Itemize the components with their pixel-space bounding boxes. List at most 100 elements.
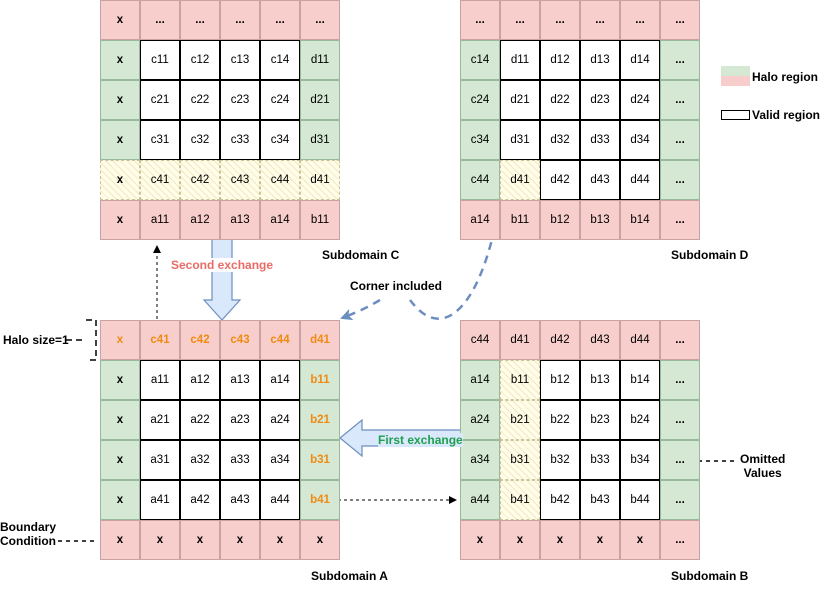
subdomain-d-cell-r0-c0: ... [460, 0, 500, 40]
subdomain-c-cell-r2-c1: c21 [140, 80, 180, 120]
subdomain-c-cell-r2-c4: c24 [260, 80, 300, 120]
subdomain-d-cell-r1-c1: d11 [500, 40, 540, 80]
boundary-condition-label: Boundary Condition [0, 520, 57, 548]
subdomain-c-title: Subdomain C [322, 248, 400, 262]
subdomain-d-cell-r5-c4: b14 [620, 200, 660, 240]
legend-halo-swatch-red [721, 76, 750, 86]
subdomain-c-cell-r5-c4: a14 [260, 200, 300, 240]
legend-halo-swatch-green [721, 66, 750, 76]
subdomain-b-cell-r5-c2: x [540, 520, 580, 560]
subdomain-b-cell-r3-c1: b31 [500, 440, 540, 480]
subdomain-b-cell-r3-c0: a34 [460, 440, 500, 480]
subdomain-c-cell-r5-c1: a11 [140, 200, 180, 240]
corner-included-arrow [409, 200, 502, 320]
subdomain-b-cell-r1-c4: b14 [620, 360, 660, 400]
subdomain-d-cell-r0-c5: ... [660, 0, 700, 40]
subdomain-d-cell-r3-c3: d33 [580, 120, 620, 160]
subdomain-b-grid: c44 d41 d42 d43 d44... a14 b11 b12 b13 b14... a24 b… [460, 320, 700, 560]
subdomain-d-cell-r1-c0: c14 [460, 40, 500, 80]
subdomain-d-cell-r4-c0: c44 [460, 160, 500, 200]
subdomain-d-title: Subdomain D [671, 248, 749, 262]
subdomain-b-cell-r1-c0: a14 [460, 360, 500, 400]
subdomain-d-cell-r2-c0: c24 [460, 80, 500, 120]
subdomain-c-cell-r0-c5: ... [300, 0, 340, 40]
subdomain-d-cell-r3-c5: ... [660, 120, 700, 160]
subdomain-a-cell-r1-c4: a14 [260, 360, 300, 400]
subdomain-d-cell-r4-c1: d41 [500, 160, 540, 200]
omitted-values-label: Omitted Values [740, 452, 786, 480]
subdomain-c-cell-r4-c5: d41 [300, 160, 340, 200]
subdomain-d-cell-r5-c1: b11 [500, 200, 540, 240]
subdomain-b-cell-r4-c5: ... [660, 480, 700, 520]
subdomain-d-cell-r1-c5: ... [660, 40, 700, 80]
subdomain-c-cell-r5-c2: a12 [180, 200, 220, 240]
subdomain-d-cell-r1-c2: d12 [540, 40, 580, 80]
subdomain-c-cell-r0-c4: ... [260, 0, 300, 40]
subdomain-d-cell-r1-c4: d14 [620, 40, 660, 80]
subdomain-c-cell-r0-c2: ... [180, 0, 220, 40]
subdomain-a-cell-r1-c0: x [100, 360, 140, 400]
subdomain-a-title: Subdomain A [311, 569, 388, 583]
subdomain-a-cell-r5-c0: x [100, 520, 140, 560]
subdomain-c-cell-r0-c1: ... [140, 0, 180, 40]
subdomain-d-cell-r0-c2: ... [540, 0, 580, 40]
subdomain-d-cell-r4-c4: d44 [620, 160, 660, 200]
subdomain-a-cell-r3-c1: a31 [140, 440, 180, 480]
subdomain-a-cell-r4-c4: a44 [260, 480, 300, 520]
subdomain-a-cell-r4-c5: b41 [300, 480, 340, 520]
subdomain-b-cell-r0-c5: ... [660, 320, 700, 360]
corner-included-arrow-tail [340, 298, 381, 321]
subdomain-c-cell-r1-c4: c14 [260, 40, 300, 80]
subdomain-c-grid: x............... x c11 c12 c13 c14 d11 x c21 c22 c… [100, 0, 340, 240]
subdomain-c-cell-r3-c1: c31 [140, 120, 180, 160]
subdomain-c-cell-r2-c5: d21 [300, 80, 340, 120]
legend-valid-swatch [721, 110, 750, 120]
subdomain-a-cell-r5-c1: x [140, 520, 180, 560]
subdomain-a-grid: x c41 c42 c43 c44 d41 x a11 a12 a13 a14 b11 x a21 a22 a… [100, 320, 340, 560]
subdomain-a-cell-r3-c4: a34 [260, 440, 300, 480]
subdomain-a-cell-r2-c2: a22 [180, 400, 220, 440]
subdomain-a-cell-r2-c3: a23 [220, 400, 260, 440]
subdomain-b-cell-r5-c0: x [460, 520, 500, 560]
subdomain-b-cell-r2-c0: a24 [460, 400, 500, 440]
first-exchange-label: First exchange [378, 433, 463, 447]
subdomain-c-cell-r5-c0: x [100, 200, 140, 240]
subdomain-b-cell-r0-c3: d43 [580, 320, 620, 360]
subdomain-c-cell-r0-c3: ... [220, 0, 260, 40]
corner-included-label: Corner included [350, 279, 443, 293]
subdomain-a-cell-r5-c5: x [300, 520, 340, 560]
subdomain-a-cell-r2-c5: b21 [300, 400, 340, 440]
subdomain-c-cell-r4-c4: c44 [260, 160, 300, 200]
subdomain-c-cell-r3-c3: c33 [220, 120, 260, 160]
subdomain-b-cell-r4-c1: b41 [500, 480, 540, 520]
subdomain-d-cell-r3-c1: d31 [500, 120, 540, 160]
subdomain-d-cell-r2-c3: d23 [580, 80, 620, 120]
subdomain-a-cell-r4-c2: a42 [180, 480, 220, 520]
subdomain-a-cell-r0-c4: c44 [260, 320, 300, 360]
subdomain-a-cell-r3-c2: a32 [180, 440, 220, 480]
subdomain-d-cell-r1-c3: d13 [580, 40, 620, 80]
subdomain-a-cell-r4-c0: x [100, 480, 140, 520]
subdomain-d-grid: .................. c14 d11 d12 d13 d14... c24 d… [460, 0, 700, 240]
subdomain-b-cell-r4-c4: b44 [620, 480, 660, 520]
subdomain-d-cell-r4-c2: d42 [540, 160, 580, 200]
subdomain-a-cell-r1-c2: a12 [180, 360, 220, 400]
halo-size-label: Halo size=1 [3, 333, 69, 347]
subdomain-a-cell-r3-c3: a33 [220, 440, 260, 480]
subdomain-c-cell-r5-c5: b11 [300, 200, 340, 240]
subdomain-d-cell-r5-c2: b12 [540, 200, 580, 240]
subdomain-d-cell-r2-c1: d21 [500, 80, 540, 120]
subdomain-d-cell-r0-c3: ... [580, 0, 620, 40]
subdomain-b-cell-r0-c1: d41 [500, 320, 540, 360]
subdomain-c-cell-r3-c4: c34 [260, 120, 300, 160]
subdomain-c-cell-r1-c2: c12 [180, 40, 220, 80]
subdomain-b-cell-r2-c1: b21 [500, 400, 540, 440]
subdomain-b-cell-r2-c4: b24 [620, 400, 660, 440]
subdomain-b-cell-r5-c3: x [580, 520, 620, 560]
subdomain-b-title: Subdomain B [671, 569, 749, 583]
subdomain-d-cell-r3-c2: d32 [540, 120, 580, 160]
subdomain-b-cell-r4-c2: b42 [540, 480, 580, 520]
subdomain-c-cell-r1-c5: d11 [300, 40, 340, 80]
subdomain-b-cell-r2-c2: b22 [540, 400, 580, 440]
subdomain-d-cell-r3-c0: c34 [460, 120, 500, 160]
